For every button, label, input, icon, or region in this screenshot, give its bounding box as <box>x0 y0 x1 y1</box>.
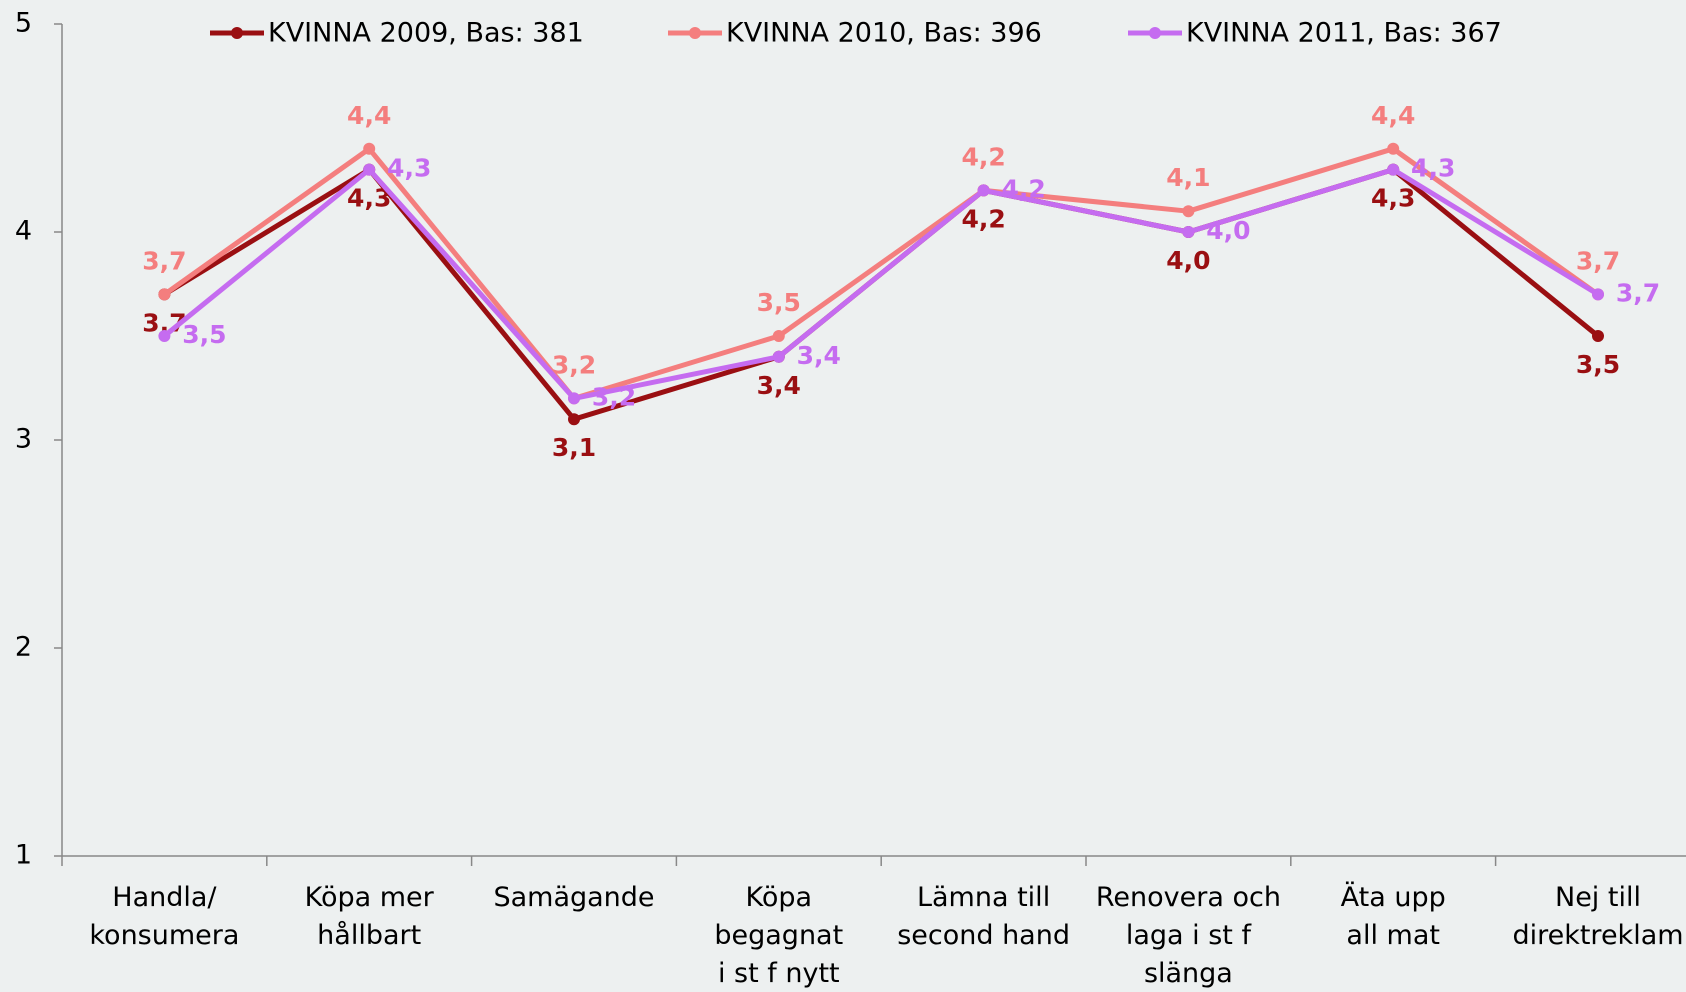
point <box>772 350 785 363</box>
point <box>977 184 990 197</box>
data-label: 3,5 <box>1576 350 1620 379</box>
legend-marker <box>1149 27 1161 39</box>
data-label: 3,7 <box>1576 246 1620 275</box>
data-label: 4,1 <box>1166 163 1210 192</box>
x-tick-label-line: hållbart <box>317 920 421 951</box>
x-tick-label-line: begagnat <box>714 920 843 951</box>
x-tick-label: Lämna till second hand <box>897 882 1070 951</box>
data-label: 4,3 <box>1411 154 1455 183</box>
point <box>568 392 580 405</box>
data-label: 4,0 <box>1206 216 1250 245</box>
legend-marker <box>689 27 701 39</box>
point <box>158 288 171 301</box>
legend-marker <box>231 27 243 39</box>
point <box>363 163 376 176</box>
x-tick-label-line: Äta upp <box>1341 881 1446 913</box>
x-tick-label-line: second hand <box>897 920 1070 951</box>
data-label: 4,2 <box>961 204 1005 233</box>
y-tick-label: 2 <box>15 632 32 663</box>
x-tick-label-line: Nej till <box>1555 882 1641 913</box>
x-tick-label: Nej till direktreklam <box>1512 882 1683 951</box>
data-label: 3,1 <box>552 433 596 462</box>
x-tick-label: Samägande <box>493 882 654 913</box>
x-tick-label-line: laga i st f <box>1126 920 1253 951</box>
point <box>1387 163 1400 176</box>
x-tick-label-line: slänga <box>1144 958 1233 989</box>
legend-label: KVINNA 2009, Bas: 381 <box>268 18 584 49</box>
x-tick-label-line: Renovera och <box>1096 882 1281 913</box>
data-label: 3,4 <box>797 341 841 370</box>
y-tick-label: 1 <box>15 840 32 871</box>
data-label: 3,7 <box>142 246 186 275</box>
series-line <box>162 146 1600 401</box>
x-tick-label-line: direktreklam <box>1512 920 1683 951</box>
data-label: 3,2 <box>592 382 636 411</box>
data-label: 4,0 <box>1166 246 1210 275</box>
series-line <box>162 167 1600 401</box>
data-label: 3,2 <box>552 350 596 379</box>
legend-label: KVINNA 2011, Bas: 367 <box>1186 18 1502 49</box>
x-tick-label-line: Lämna till <box>917 882 1050 913</box>
point <box>772 330 785 342</box>
point <box>363 142 376 155</box>
data-label: 4,3 <box>1371 184 1415 213</box>
data-label: 4,4 <box>347 101 391 130</box>
x-tick-label-line: Köpa mer <box>305 882 435 913</box>
y-tick-label: 4 <box>15 216 32 247</box>
data-label: 4,2 <box>961 142 1005 171</box>
x-tick-label-line: Köpa <box>746 882 813 913</box>
legend-label: KVINNA 2010, Bas: 396 <box>726 18 1042 49</box>
data-label: 4,3 <box>387 154 431 183</box>
data-label: 3,5 <box>757 288 801 317</box>
x-tick-label-line: i st f nytt <box>718 958 840 989</box>
point <box>1182 226 1195 238</box>
y-tick-label: 5 <box>15 8 32 39</box>
x-tick-label: Äta upp all mat <box>1341 881 1446 951</box>
data-label: 3,7 <box>1616 278 1660 307</box>
x-tick-label: Köpa begagnat i st f nytt <box>714 882 843 989</box>
x-tick-label-line: Samägande <box>493 882 654 913</box>
x-tick-label-line: all mat <box>1346 920 1440 951</box>
point <box>1592 288 1604 301</box>
point <box>1387 142 1400 155</box>
x-tick-label-line: konsumera <box>89 920 239 951</box>
data-label: 4,2 <box>1001 174 1045 203</box>
point <box>568 413 580 426</box>
x-tick-label-line: Handla/ <box>112 882 217 913</box>
data-label: 3,5 <box>182 320 226 349</box>
x-tick-label: Handla/konsumera <box>89 882 239 951</box>
x-tick-label: Renovera och laga i st f slänga <box>1096 882 1281 989</box>
point <box>1182 205 1195 218</box>
data-label: 3,4 <box>757 371 801 400</box>
y-tick-label: 3 <box>15 424 32 455</box>
x-tick-label: Köpa mer hållbart <box>305 882 435 951</box>
data-label: 4,4 <box>1371 101 1415 130</box>
point <box>158 330 171 342</box>
point <box>1592 330 1604 342</box>
